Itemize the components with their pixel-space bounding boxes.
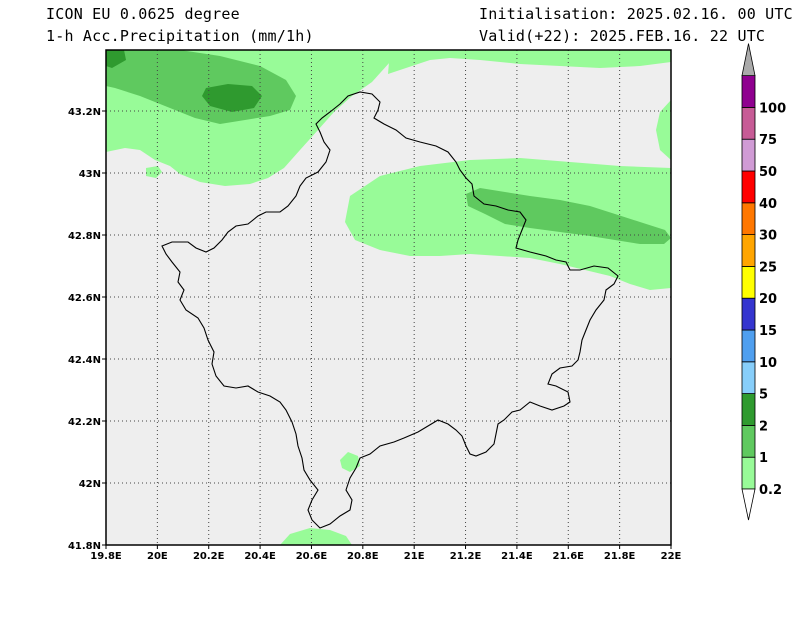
colorbar-label: 1 <box>759 451 768 466</box>
precip-area-south <box>280 528 352 545</box>
colorbar-label: 100 <box>759 101 786 116</box>
precip-area-northeast <box>388 50 671 74</box>
colorbar-segment <box>741 234 756 267</box>
colorbar-segment <box>741 75 756 108</box>
lon-tick-label: 20.6E <box>296 551 328 562</box>
lat-tick-label: 43.2N <box>68 107 101 118</box>
longitude-axis: 19.8E 20E 20.2E 20.4E 20.6E 20.8E 21E 21.2E 21.4… <box>90 545 682 562</box>
colorbar-label: 5 <box>759 388 768 403</box>
colorbar-label: 25 <box>759 260 777 275</box>
colorbar-segment <box>741 424 756 458</box>
colorbar-segment <box>741 107 756 140</box>
lon-tick-label: 21.2E <box>450 551 482 562</box>
colorbar-label: 20 <box>759 292 777 307</box>
colorbar-label: 40 <box>759 197 777 212</box>
variable-title: 1-h Acc.Precipitation (mm/1h) <box>46 27 314 45</box>
graticule <box>106 50 671 545</box>
colorbar-label: 0.2 <box>759 483 782 498</box>
initialisation-time: Initialisation: 2025.02.16. 00 UTC <box>479 5 793 23</box>
lat-tick-label: 42.8N <box>68 231 101 242</box>
lon-tick-label: 21.6E <box>553 551 585 562</box>
lon-tick-label: 19.8E <box>90 551 122 562</box>
colorbar-label: 30 <box>759 229 777 244</box>
latitude-axis: 41.8N 42N 42.2N 42.4N 42.6N 42.8N 43N 43.2N <box>68 107 106 552</box>
lat-tick-label: 42.4N <box>68 355 101 366</box>
valid-time: Valid(+22): 2025.FEB.16. 22 UTC <box>479 27 766 45</box>
colorbar-label: 2 <box>759 419 768 434</box>
precip-area-northwest-dark <box>202 84 262 112</box>
colorbar-over-triangle <box>741 43 756 76</box>
colorbar-under-triangle <box>741 488 756 521</box>
country-border <box>161 91 619 529</box>
lat-tick-label: 42N <box>79 479 101 490</box>
colorbar-segment <box>741 329 756 363</box>
colorbar-segment <box>741 361 756 394</box>
lon-tick-label: 21.8E <box>604 551 636 562</box>
colorbar-segment <box>741 393 756 426</box>
precip-area-northwest-spot <box>146 166 162 178</box>
lon-tick-label: 22E <box>661 551 682 562</box>
lon-tick-label: 21E <box>404 551 425 562</box>
colorbar-label: 75 <box>759 133 777 148</box>
model-title: ICON EU 0.0625 degree <box>46 5 240 23</box>
precipitation-field <box>106 50 671 545</box>
lon-tick-label: 20.8E <box>347 551 379 562</box>
colorbar-label: 15 <box>759 324 777 339</box>
colorbar-label: 10 <box>759 356 777 371</box>
colorbar-label: 50 <box>759 165 777 180</box>
lat-tick-label: 41.8N <box>68 541 101 552</box>
colorbar-segment <box>741 138 756 172</box>
colorbar-segment <box>741 456 756 490</box>
lat-tick-label: 43N <box>79 169 101 180</box>
colorbar-segment <box>741 297 756 331</box>
colorbar-segment <box>741 202 756 236</box>
lon-tick-label: 20.4E <box>244 551 276 562</box>
precip-area-south-spot <box>340 452 360 472</box>
precip-area-northwest-corner <box>106 50 126 68</box>
lat-tick-label: 42.6N <box>68 293 101 304</box>
lon-tick-label: 20E <box>147 551 168 562</box>
precip-area-northeast-gap <box>648 80 664 94</box>
lon-tick-label: 21.4E <box>501 551 533 562</box>
lon-tick-label: 20.2E <box>193 551 225 562</box>
precip-area-northeast-right <box>656 100 671 160</box>
lat-tick-label: 42.2N <box>68 417 101 428</box>
colorbar-segment <box>741 170 756 204</box>
colorbar-segment <box>741 265 756 299</box>
